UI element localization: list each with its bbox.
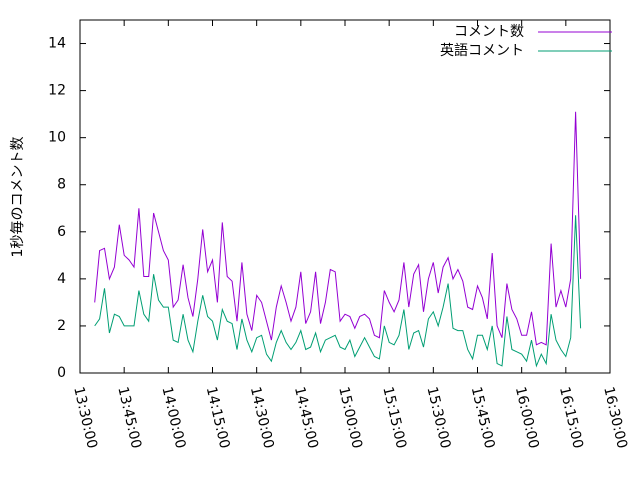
plot-frame (79, 19, 611, 374)
y-tick-label: 8 (57, 177, 66, 193)
y-tick-label: 14 (48, 36, 66, 52)
y-tick-label: 0 (57, 365, 66, 381)
x-tick-label: 16:15:00 (556, 385, 586, 450)
series-line (94, 111, 582, 346)
x-tick-label: 15:00:00 (335, 385, 365, 450)
x-tick-label: 13:45:00 (114, 385, 144, 450)
y-tick-label: 10 (48, 130, 66, 146)
y-tick-label: 6 (57, 224, 66, 240)
y-tick-label: 2 (57, 318, 66, 334)
y-tick-label: 12 (48, 83, 66, 99)
x-tick-label: 13:30:00 (70, 385, 100, 450)
y-tick-label: 4 (57, 271, 66, 287)
x-tick-label: 16:00:00 (512, 385, 542, 450)
x-tick-label: 14:45:00 (291, 385, 321, 450)
x-tick-label: 15:45:00 (468, 385, 498, 450)
legend-label: 英語コメント (440, 42, 524, 59)
series-line (94, 215, 582, 368)
x-tick-label: 15:30:00 (424, 385, 454, 450)
x-tick-label: 15:15:00 (379, 385, 409, 450)
x-tick-label: 16:30:00 (600, 385, 630, 450)
legend-label: コメント数 (454, 24, 524, 40)
x-tick-label: 14:00:00 (159, 385, 189, 450)
x-tick-label: 14:15:00 (203, 385, 233, 450)
y-axis-label: 1秒毎のコメント数 (10, 137, 26, 258)
x-tick-label: 14:30:00 (247, 385, 277, 450)
